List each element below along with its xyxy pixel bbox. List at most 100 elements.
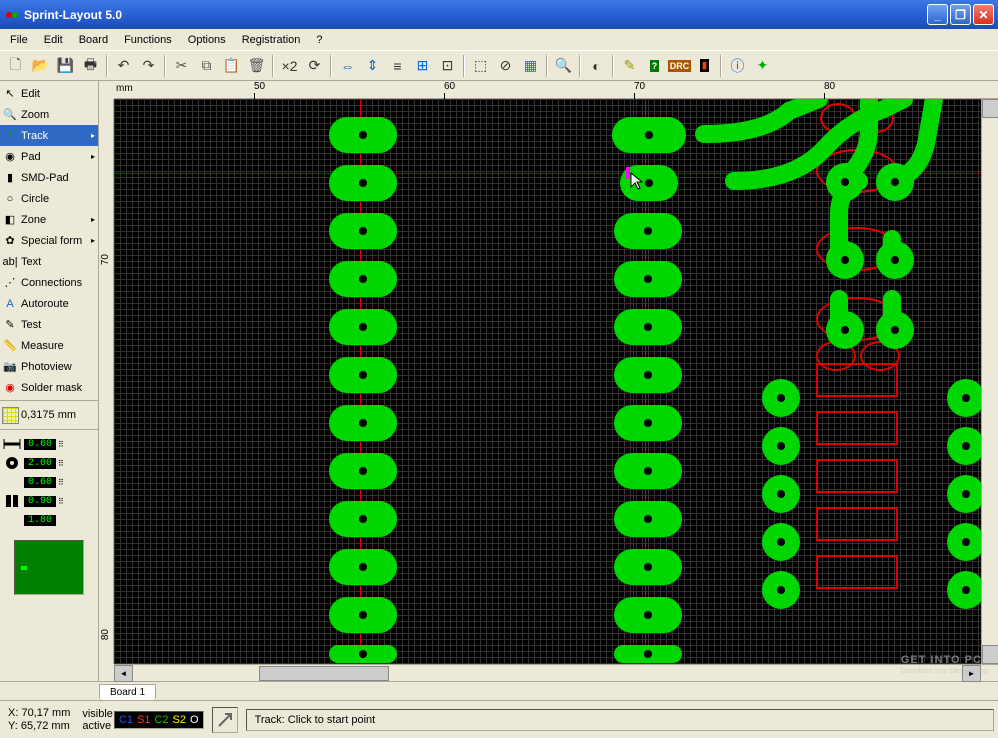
pad[interactable] (329, 213, 397, 249)
scrollbar-vertical[interactable] (981, 99, 998, 664)
pad-round[interactable] (826, 241, 864, 279)
tool-measure[interactable]: 📏Measure (0, 335, 98, 356)
menu-options[interactable]: Options (180, 32, 234, 48)
scroll-thumb[interactable] (259, 666, 389, 681)
pad-round[interactable] (947, 475, 981, 513)
mirv-button[interactable]: ⇕ (361, 54, 384, 77)
menu-board[interactable]: Board (71, 32, 116, 48)
group-button[interactable]: ⊡ (436, 54, 459, 77)
tool-auto[interactable]: AAutoroute (0, 293, 98, 314)
tool-testtool[interactable]: ✎Test (0, 314, 98, 335)
pad[interactable] (614, 597, 682, 633)
print-button[interactable]: 🖶 (79, 54, 102, 77)
pad-round[interactable] (762, 523, 800, 561)
proj-button[interactable]: ✦ (751, 54, 774, 77)
pad[interactable] (329, 405, 397, 441)
pad[interactable] (614, 549, 682, 585)
snap-button[interactable]: ⊞ (411, 54, 434, 77)
pad[interactable] (614, 261, 682, 297)
sel-button[interactable]: ⬚ (469, 54, 492, 77)
pad[interactable] (614, 213, 682, 249)
pad[interactable] (614, 357, 682, 393)
pad-round[interactable] (826, 311, 864, 349)
pad-round[interactable] (762, 427, 800, 465)
panel-button[interactable]: ▮ (693, 54, 716, 77)
lib-button[interactable]: ▦ (519, 54, 542, 77)
menu-help[interactable]: ? (308, 32, 330, 48)
tool-photo[interactable]: 📷Photoview (0, 356, 98, 377)
pad[interactable] (329, 165, 397, 201)
info-button[interactable]: ⓘ (726, 54, 749, 77)
pad-round[interactable] (876, 241, 914, 279)
remove-button[interactable]: ⊘ (494, 54, 517, 77)
pad[interactable] (329, 261, 397, 297)
zoom-button[interactable]: 🔍 (552, 54, 575, 77)
pad[interactable] (614, 309, 682, 345)
tool-edit[interactable]: ↖Edit (0, 83, 98, 104)
menu-registration[interactable]: Registration (234, 32, 309, 48)
scrollbar-horizontal[interactable] (114, 664, 998, 681)
save-button[interactable]: 💾 (54, 54, 77, 77)
tool-special[interactable]: ✿Special form▸ (0, 230, 98, 251)
pad-param[interactable]: 0.90 ⠿ (2, 492, 96, 510)
tool-zone[interactable]: ◧Zone▸ (0, 209, 98, 230)
pad[interactable] (329, 309, 397, 345)
pad-round[interactable] (947, 571, 981, 609)
pad[interactable] (329, 645, 397, 663)
pcb-canvas[interactable] (114, 99, 981, 664)
pad-round[interactable] (876, 311, 914, 349)
align-button[interactable]: ≡ (386, 54, 409, 77)
contrast-button[interactable]: ◐ (585, 54, 608, 77)
pad[interactable] (612, 117, 686, 153)
tab-board1[interactable]: Board 1 (99, 684, 156, 700)
open-button[interactable]: 📂 (29, 54, 52, 77)
tool-track[interactable]: /Track▸ (0, 125, 98, 146)
pad[interactable] (614, 453, 682, 489)
track-width-param[interactable]: 0.60 ⠿ (2, 435, 96, 453)
rotate-button[interactable]: ⟳ (303, 54, 326, 77)
tool-smd[interactable]: ▮SMD-Pad (0, 167, 98, 188)
pad-round[interactable] (947, 427, 981, 465)
close-button[interactable]: ✕ (973, 4, 994, 25)
cut-button[interactable]: ✂ (170, 54, 193, 77)
mirh-button[interactable]: ⇔ (336, 54, 359, 77)
delete-button[interactable]: 🗑 (245, 54, 268, 77)
pad-round[interactable] (762, 379, 800, 417)
minimize-button[interactable]: _ (927, 4, 948, 25)
redo-button[interactable]: ↷ (137, 54, 160, 77)
pad-round[interactable] (947, 523, 981, 561)
tool-conn[interactable]: ⋰Connections (0, 272, 98, 293)
pad-round[interactable] (762, 571, 800, 609)
test-button[interactable]: ✎ (618, 54, 641, 77)
paste-button[interactable]: 📋 (220, 54, 243, 77)
pad[interactable] (329, 597, 397, 633)
maximize-button[interactable]: ❐ (950, 4, 971, 25)
pad[interactable] (329, 501, 397, 537)
minimap[interactable] (14, 540, 84, 595)
pad[interactable] (329, 453, 397, 489)
pad[interactable] (329, 357, 397, 393)
pad-round[interactable] (762, 475, 800, 513)
via-param[interactable]: 2.00 ⠿ (2, 454, 96, 472)
undo-button[interactable]: ↶ (112, 54, 135, 77)
menu-edit[interactable]: Edit (36, 32, 71, 48)
tool-circle[interactable]: ○Circle (0, 188, 98, 209)
tool-zoom[interactable]: 🔍Zoom (0, 104, 98, 125)
pad[interactable] (614, 645, 682, 663)
pad[interactable] (329, 117, 397, 153)
grid-setting[interactable]: 0,3175 mm (2, 406, 96, 424)
menu-functions[interactable]: Functions (116, 32, 180, 48)
pad-round[interactable] (826, 163, 864, 201)
pad[interactable] (329, 549, 397, 585)
tool-pad[interactable]: ◉Pad▸ (0, 146, 98, 167)
tool-text[interactable]: ab|Text (0, 251, 98, 272)
pad[interactable] (614, 501, 682, 537)
dup-button[interactable]: ×2 (278, 54, 301, 77)
menu-file[interactable]: File (2, 32, 36, 48)
pad[interactable] (614, 405, 682, 441)
tool-solder[interactable]: ◉Solder mask (0, 377, 98, 398)
calc-button[interactable]: ? (643, 54, 666, 77)
pad-round[interactable] (947, 379, 981, 417)
copy-button[interactable]: ⧉ (195, 54, 218, 77)
new-button[interactable]: 🗋 (4, 54, 27, 77)
